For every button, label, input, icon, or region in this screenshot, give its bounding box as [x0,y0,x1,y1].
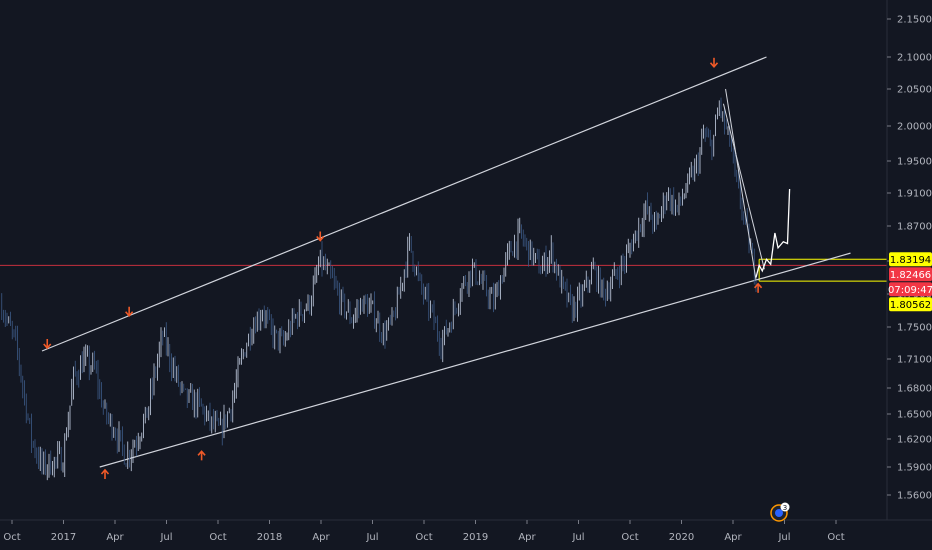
x-tick-label: 2018 [257,532,282,543]
x-tick-label: Oct [3,532,20,543]
target-zone [758,258,887,282]
channel-lower-line[interactable] [99,252,851,468]
x-tick-label: Apr [312,532,330,543]
y-tick-label: 1.75000 [897,323,932,334]
channel-upper-line[interactable] [41,56,767,352]
arrow-down-icon [316,231,325,242]
event-icon-inner [775,509,783,517]
x-tick-label: Jul [365,532,378,543]
y-tick-label: 2.10000 [897,53,932,64]
candlestick-series [1,97,757,481]
arrow-down-icon [43,339,52,350]
y-tick-label: 2.05000 [897,85,932,96]
y-tick-label: 1.59000 [897,463,932,474]
x-tick-label: Oct [209,532,226,543]
price-badge: 1.80562 [889,297,932,312]
y-tick-label: 1.87000 [897,222,932,233]
x-tick-label: 2017 [51,532,76,543]
arrow-up-icon [753,282,763,293]
price-badge: 1.82466 [889,267,932,282]
x-tick-label: Apr [518,532,536,543]
x-tick-label: Jul [159,532,172,543]
y-tick-label: 2.00000 [897,122,932,133]
y-tick-label: 1.95000 [897,157,932,168]
x-tick-label: Oct [621,532,638,543]
price-badges: 1.83194 1.82466 07:09:47 1.80562 [888,252,932,312]
price-badge-label: 1.80562 [890,300,931,311]
price-badge-label: 07:09:47 [888,285,932,296]
y-tick-label: 1.71000 [897,355,932,366]
event-count: 3 [783,504,787,512]
event-count-badge [780,502,790,512]
arrow-down-icon [125,306,134,317]
x-tick-label: Apr [106,532,124,543]
price-badge-label: 1.82466 [890,270,931,281]
time-axis[interactable]: Oct 2017 Apr Jul Oct 2018 Apr Jul Oct 2019 Apr Jul O… [0,519,932,543]
pivot-arrows [43,57,763,479]
x-tick-label: Oct [415,532,432,543]
event-marker[interactable]: 3 [770,502,790,522]
y-tick-label: 1.62000 [897,435,932,446]
arrow-up-icon [100,468,110,479]
y-tick-label: 2.15000 [897,15,932,26]
wedge-line[interactable] [722,103,765,270]
plot-area[interactable] [0,0,887,520]
x-tick-label: Jul [571,532,584,543]
x-tick-label: Jul [777,532,790,543]
trend-channel[interactable] [41,56,851,468]
x-tick-label: 2019 [463,532,488,543]
projection-line[interactable] [755,188,791,278]
y-tick-label: 1.65000 [897,410,932,421]
wedge-line[interactable] [725,88,757,281]
y-tick-label: 1.91000 [897,189,932,200]
y-tick-label: 1.68000 [897,384,932,395]
arrow-down-icon [709,57,719,69]
wedge-lines[interactable] [722,88,765,281]
x-tick-label: 2020 [669,532,694,543]
price-badge: 1.83194 [889,252,932,267]
price-badge: 07:09:47 [888,282,932,297]
arrow-up-icon [197,450,206,461]
x-tick-label: Oct [827,532,844,543]
price-badge-label: 1.83194 [890,255,931,266]
projection-path[interactable] [755,188,791,278]
x-tick-label: Apr [724,532,742,543]
y-tick-label: 1.56000 [897,491,932,502]
